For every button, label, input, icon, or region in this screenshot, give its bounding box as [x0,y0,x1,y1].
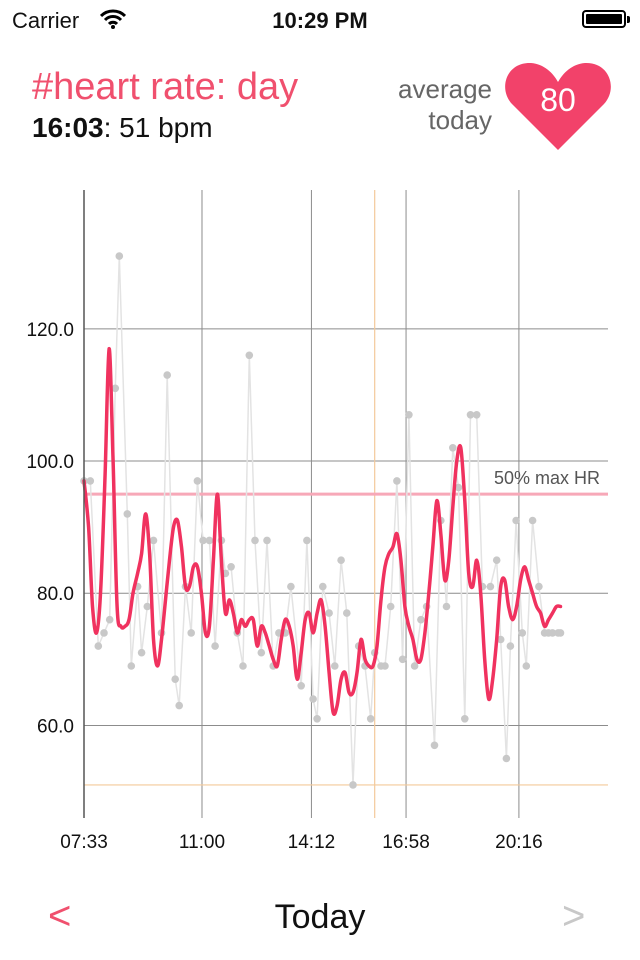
x-tick-label: 07:33 [60,832,108,853]
page-title: #heart rate: day [32,66,299,108]
raw-point [313,715,321,723]
x-tick-label: 20:16 [495,832,543,853]
raw-point [86,477,95,485]
raw-point [343,609,351,617]
raw-point [303,536,311,545]
raw-point [548,629,557,637]
raw-point [449,444,457,452]
raw-point [257,648,266,657]
raw-point [535,582,543,591]
raw-point [417,615,425,624]
raw-point [211,642,219,650]
raw-point [123,510,132,518]
x-tick-label: 16:58 [382,832,430,853]
raw-point [337,556,345,564]
next-day-button[interactable]: > [562,894,586,938]
raw-point [187,629,195,637]
x-tick-label: 11:00 [179,832,225,853]
raw-point [466,411,475,419]
raw-point [528,516,537,525]
raw-point [393,477,401,485]
reading-time: 16:03 [32,112,104,143]
raw-point [115,252,124,260]
raw-point [143,602,152,611]
raw-point [287,582,295,591]
raw-point [386,602,395,611]
raw-point [239,662,247,670]
average-label-line1: average [398,74,492,104]
raw-point [486,582,495,591]
raw-point [492,556,501,564]
carrier-label: Carrier [12,8,80,33]
raw-point [163,371,171,379]
raw-point [454,483,463,492]
status-bar: Carrier 10:29 PM [0,0,640,40]
reading-value: : 51 bpm [103,112,213,143]
x-tick-label: 14:12 [288,832,336,853]
y-tick-label: 100.0 [26,452,74,473]
average-label: average today [352,74,492,136]
y-tick-label: 80.0 [37,584,74,605]
raw-point [496,635,505,644]
raw-point [105,615,114,624]
raw-point [461,715,469,723]
raw-point [245,351,254,360]
current-reading: 16:03: 51 bpm [32,112,213,144]
y-tick-label: 120.0 [26,320,74,341]
battery-icon [582,10,630,28]
smoothed-series-line [82,346,563,717]
raw-point [171,675,179,683]
threshold-label: 50% max HR [494,468,600,488]
raw-point [518,629,527,637]
raw-point [502,754,511,763]
raw-point [349,781,357,789]
raw-point [193,477,202,485]
raw-point [325,609,333,617]
raw-point [127,662,136,670]
raw-point [319,582,327,591]
raw-point [149,536,158,545]
raw-point [398,655,407,664]
heart-rate-chart: 60.0 80.0 100.0 120.0 07:33 11:00 14:12 16:58 20… [26,190,608,853]
raw-point [175,701,183,710]
raw-point [100,629,108,637]
heart-icon [505,62,611,151]
raw-point [366,715,375,723]
average-label-line2: today [428,105,492,135]
raw-point [442,602,451,611]
raw-point [227,563,235,571]
previous-day-button[interactable]: < [48,894,72,938]
raw-point [556,629,565,637]
raw-point [381,662,389,670]
raw-point [205,536,214,545]
raw-point [297,682,306,690]
raw-point [506,642,515,650]
raw-point [331,662,339,670]
wifi-icon [100,9,126,29]
raw-point [94,642,103,650]
average-value: 80 [540,82,576,118]
raw-point [405,411,413,419]
raw-series-line [84,256,561,785]
nav-title: Today [274,898,366,936]
raw-point [111,384,120,393]
raw-point [199,536,207,545]
raw-point [137,648,146,657]
raw-point [472,411,481,419]
raw-point [430,741,439,750]
status-time: 10:29 PM [272,8,368,33]
raw-point [522,662,531,670]
y-tick-label: 60.0 [37,716,74,737]
raw-point [263,536,271,545]
raw-point [410,662,419,670]
raw-point [512,516,520,525]
raw-point [251,536,259,545]
raw-point [309,695,317,703]
